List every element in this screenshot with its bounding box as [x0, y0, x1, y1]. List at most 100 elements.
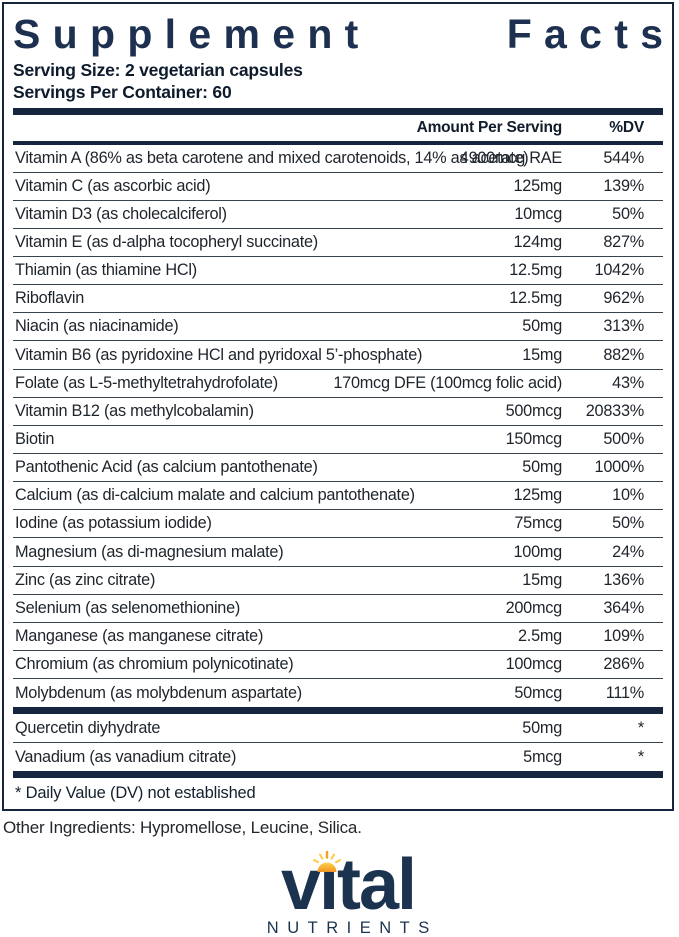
- nutrient-dv: *: [637, 747, 644, 766]
- table-row: Vitamin C (as ascorbic acid) 125mg 139%: [13, 173, 663, 201]
- nutrient-dv: 10%: [612, 486, 644, 505]
- nutrient-amount: 50mcg: [514, 683, 562, 702]
- nutrient-dv: 24%: [612, 542, 644, 561]
- nutrient-amount: 170mcg DFE (100mcg folic acid): [333, 373, 562, 392]
- nutrient-dv: 313%: [603, 317, 644, 336]
- nutrient-dv: 139%: [603, 176, 644, 195]
- nutrient-amount: 4900mcg RAE: [459, 148, 562, 167]
- nutrient-name: Thiamin (as thiamine HCl): [15, 261, 197, 280]
- nutrient-name: Zinc (as zinc citrate): [15, 570, 156, 589]
- nutrient-amount: 125mg: [513, 176, 562, 195]
- table-row: Vitamin E (as d-alpha tocopheryl succina…: [13, 229, 663, 258]
- table-row: Pantothenic Acid (as calcium pantothenat…: [13, 454, 663, 483]
- nutrient-amount: 15mg: [522, 570, 562, 589]
- nutrient-rows: Vitamin A (86% as beta carotene and mixe…: [13, 145, 663, 708]
- table-row: Vanadium (as vanadium citrate) 5mcg *: [13, 743, 663, 772]
- table-row: Niacin (as niacinamide) 50mg 313%: [13, 313, 663, 342]
- column-header-amount: Amount Per Serving: [416, 119, 563, 136]
- table-row: Manganese (as manganese citrate) 2.5mg 1…: [13, 623, 663, 652]
- section-bar-bottom: [13, 771, 663, 779]
- nutrient-amount: 75mcg: [514, 514, 562, 533]
- nutrient-dv: 962%: [603, 289, 644, 308]
- table-row: Quercetin diyhydrate 50mg *: [13, 714, 663, 743]
- nutrient-dv: 364%: [603, 598, 644, 617]
- nutrient-name: Vitamin B6 (as pyridoxine HCl and pyrido…: [15, 345, 423, 364]
- nutrient-amount: 50mg: [522, 317, 562, 336]
- nutrient-amount: 10mcg: [514, 204, 562, 223]
- table-row: Vitamin B12 (as methylcobalamin) 500mcg …: [13, 398, 663, 426]
- nutrient-dv: 500%: [603, 429, 644, 448]
- brand-tagline: NUTRIENTS: [266, 919, 438, 937]
- nutrient-dv: *: [637, 718, 644, 737]
- table-row: Calcium (as di-calcium malate and calciu…: [13, 482, 663, 511]
- panel-title-word-1: Supplement: [13, 11, 371, 57]
- nutrient-name: Vitamin E (as d-alpha tocopheryl succina…: [15, 232, 318, 251]
- nutrient-dv: 827%: [603, 232, 644, 251]
- nutrient-dv: 882%: [603, 345, 644, 364]
- nutrient-dv: 286%: [603, 655, 644, 674]
- table-row: Zinc (as zinc citrate) 15mg 136%: [13, 567, 663, 595]
- column-header-row: Amount Per Serving %DV: [13, 115, 663, 141]
- section-bar-top: [13, 108, 663, 115]
- nutrient-name: Quercetin diyhydrate: [15, 718, 161, 737]
- serving-size-line: Serving Size: 2 vegetarian capsules: [13, 60, 303, 80]
- servings-per-container-line: Servings Per Container: 60: [13, 81, 232, 102]
- nutrient-amount: 5mcg: [523, 747, 562, 766]
- nutrient-name: Selenium (as selenomethionine): [15, 598, 241, 617]
- non-dv-rows: Quercetin diyhydrate 50mg * Vanadium (as…: [13, 714, 663, 771]
- nutrient-name: Vitamin D3 (as cholecalciferol): [15, 204, 227, 223]
- nutrient-dv: 136%: [603, 570, 644, 589]
- nutrient-amount: 2.5mg: [517, 626, 562, 645]
- nutrient-name: Niacin (as niacinamide): [15, 317, 179, 336]
- nutrient-name: Chromium (as chromium polynicotinate): [15, 655, 294, 674]
- other-ingredients-line: Other Ingredients: Hypromellose, Leucine…: [3, 818, 362, 837]
- nutrient-amount: 100mcg: [505, 655, 563, 674]
- nutrient-amount: 124mg: [513, 232, 562, 251]
- table-row: Thiamin (as thiamine HCl) 12.5mg 1042%: [13, 257, 663, 286]
- nutrient-dv: 43%: [612, 373, 644, 392]
- table-row: Magnesium (as di-magnesium malate) 100mg…: [13, 538, 663, 567]
- table-row: Iodine (as potassium iodide) 75mcg 50%: [13, 510, 663, 539]
- nutrient-name: Riboflavin: [15, 289, 84, 308]
- nutrient-name: Biotin: [15, 429, 55, 448]
- supplement-facts-panel: Supplement Facts Serving Size: 2 vegetar…: [2, 2, 674, 812]
- nutrient-amount: 50mg: [522, 718, 562, 737]
- nutrient-dv: 20833%: [585, 401, 645, 420]
- nutrient-dv: 544%: [603, 148, 644, 167]
- nutrient-amount: 100mg: [513, 542, 562, 561]
- table-row: Vitamin A (86% as beta carotene and mixe…: [13, 145, 663, 173]
- nutrient-amount: 200mcg: [505, 598, 563, 617]
- nutrient-dv: 50%: [612, 204, 644, 223]
- nutrient-name: Vanadium (as vanadium citrate): [15, 747, 237, 766]
- nutrient-name: Iodine (as potassium iodide): [15, 514, 212, 533]
- table-row: Biotin 150mcg 500%: [13, 426, 663, 455]
- column-header-dv: %DV: [609, 119, 644, 136]
- table-row: Folate (as L-5-methyltetrahydrofolate) 1…: [13, 370, 663, 398]
- sun-icon: [313, 851, 341, 872]
- nutrient-dv: 1000%: [594, 458, 645, 477]
- brand-wordmark: vıtal: [280, 845, 417, 925]
- table-row: Riboflavin 12.5mg 962%: [13, 285, 663, 314]
- brand-logo: vıtal NUTRIENTS: [248, 845, 448, 937]
- nutrient-name: Manganese (as manganese citrate): [15, 626, 264, 645]
- nutrient-name: Calcium (as di-calcium malate and calciu…: [15, 486, 415, 505]
- table-row: Selenium (as selenomethionine) 200mcg 36…: [13, 595, 663, 623]
- nutrient-amount: 150mcg: [505, 429, 563, 448]
- nutrient-name: Vitamin C (as ascorbic acid): [15, 176, 211, 195]
- table-row: Vitamin D3 (as cholecalciferol) 10mcg 50…: [13, 201, 663, 229]
- nutrient-name: Vitamin B12 (as methylcobalamin): [15, 401, 254, 420]
- nutrient-name: Pantothenic Acid (as calcium pantothenat…: [15, 458, 318, 477]
- table-row: Vitamin B6 (as pyridoxine HCl and pyrido…: [13, 341, 663, 370]
- table-row: Chromium (as chromium polynicotinate) 10…: [13, 651, 663, 680]
- nutrient-amount: 12.5mg: [509, 289, 562, 308]
- nutrient-name: Vitamin A (86% as beta carotene and mixe…: [15, 148, 529, 167]
- table-row: Molybdenum (as molybdenum aspartate) 50m…: [13, 679, 663, 707]
- nutrient-amount: 50mg: [522, 458, 562, 477]
- section-bar-middle: [13, 707, 663, 715]
- nutrient-dv: 109%: [603, 626, 644, 645]
- section-bar-header: [13, 141, 663, 145]
- nutrient-name: Molybdenum (as molybdenum aspartate): [15, 683, 302, 702]
- nutrient-name: Magnesium (as di-magnesium malate): [15, 542, 284, 561]
- nutrient-dv: 111%: [605, 683, 644, 702]
